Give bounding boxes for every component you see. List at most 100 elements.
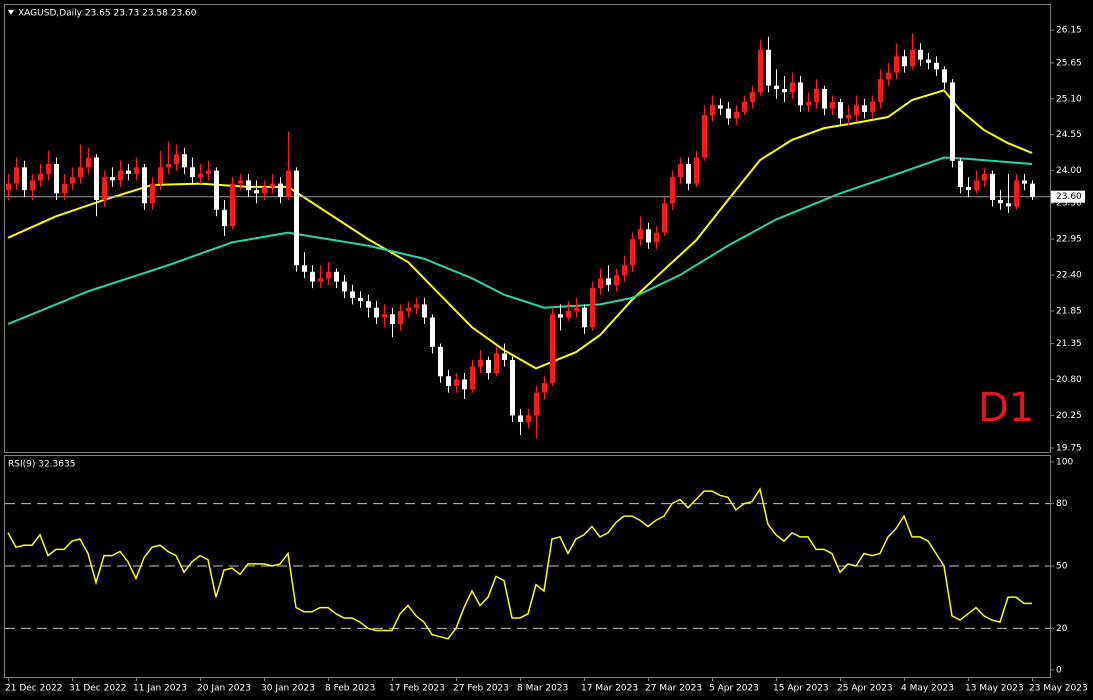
candle-body — [414, 304, 419, 308]
y-tick-label: 26.15 — [1056, 26, 1082, 36]
candle-body — [38, 173, 43, 181]
y-tick-label: 20.25 — [1056, 411, 1082, 421]
candle-body — [686, 164, 691, 184]
candle-body — [158, 167, 163, 184]
candle-body — [630, 239, 635, 266]
candle-body — [78, 167, 83, 178]
candle-body — [254, 190, 259, 194]
candle-body — [446, 376, 451, 387]
x-tick-label: 31 Dec 2022 — [69, 684, 127, 694]
candle-body — [438, 346, 443, 377]
rsi-line — [7, 487, 1032, 640]
candle-body — [46, 164, 51, 174]
candle-body — [22, 167, 27, 191]
candle-body — [150, 183, 155, 204]
x-tick-label: 8 Feb 2023 — [325, 684, 375, 694]
candle-body — [318, 278, 323, 282]
x-tick-label: 30 Jan 2023 — [261, 684, 315, 694]
candle-body — [174, 154, 179, 165]
y-tick-label: 19.75 — [1056, 444, 1082, 454]
candle-body — [230, 183, 235, 227]
candle-body — [526, 415, 531, 422]
candle-body — [246, 180, 251, 191]
candle-body — [70, 177, 75, 184]
candle-body — [846, 115, 851, 119]
candle-body — [694, 157, 699, 184]
candle-body — [718, 105, 723, 109]
candle-body — [974, 180, 979, 191]
candle-body — [598, 278, 603, 289]
chart-legend: XAGUSD,Daily 23.65 23.73 23.58 23.60 — [18, 9, 197, 19]
candle-body — [486, 359, 491, 373]
candle-body — [678, 164, 683, 178]
y-tick-label: 21.35 — [1056, 339, 1082, 349]
x-tick-label: 17 Mar 2023 — [581, 684, 638, 694]
candle-body — [478, 359, 483, 367]
candle-body — [166, 164, 171, 168]
candle-body — [886, 72, 891, 80]
candle-body — [622, 265, 627, 276]
candle-body — [998, 199, 1003, 204]
x-tick-label: 11 Jan 2023 — [133, 684, 187, 694]
candle-body — [502, 353, 507, 360]
candle-body — [550, 314, 555, 383]
candle-body — [262, 186, 267, 194]
candle-body — [814, 88, 819, 103]
candle-body — [878, 79, 883, 103]
x-tick-label: 20 Jan 2023 — [197, 684, 251, 694]
y-tick-label: 25.65 — [1056, 58, 1082, 68]
candle-body — [334, 271, 339, 282]
candle-body — [422, 304, 427, 318]
candle-body — [606, 278, 611, 285]
menu-triangle[interactable] — [8, 10, 14, 15]
candle-body — [614, 275, 619, 285]
candle-body — [902, 56, 907, 67]
candle-body — [238, 180, 243, 184]
candle-body — [958, 160, 963, 187]
candle-body — [742, 102, 747, 112]
x-tick-label: 17 Feb 2023 — [389, 684, 445, 694]
candle-body — [918, 49, 923, 60]
x-tick-label: 25 Apr 2023 — [837, 684, 893, 694]
candle-body — [270, 183, 275, 187]
y-tick-label: 25.10 — [1056, 94, 1082, 104]
candle-body — [934, 62, 939, 70]
candle-body — [374, 307, 379, 318]
candle-body — [894, 56, 899, 73]
candle-body — [646, 229, 651, 243]
rsi-y-tick-label: 100 — [1056, 458, 1073, 468]
candle-body — [462, 379, 467, 390]
candle-body — [198, 173, 203, 178]
candle-body — [830, 102, 835, 109]
candle-body — [102, 177, 107, 200]
candle-body — [766, 49, 771, 86]
y-tick-label: 22.40 — [1056, 271, 1082, 281]
candle-body — [294, 170, 299, 266]
candle-body — [638, 229, 643, 240]
candle-body — [302, 265, 307, 272]
candle-body — [574, 307, 579, 311]
candle-body — [30, 180, 35, 191]
rsi-y-tick-label: 80 — [1056, 499, 1068, 509]
candle-body — [214, 170, 219, 210]
candle-body — [942, 69, 947, 83]
candle-body — [910, 49, 915, 67]
x-tick-label: 5 Apr 2023 — [709, 684, 759, 694]
price-panel-frame — [4, 4, 1051, 453]
candle-body — [790, 82, 795, 93]
x-tick-label: 27 Mar 2023 — [645, 684, 702, 694]
candle-body — [838, 102, 843, 119]
candle-body — [94, 157, 99, 200]
moving-average — [7, 156, 1033, 325]
candle-body — [390, 314, 395, 325]
last-price-box — [1051, 190, 1085, 203]
candle-body — [750, 92, 755, 103]
candle-body — [926, 59, 931, 63]
candle-body — [190, 167, 195, 178]
rsi-y-tick-label: 50 — [1056, 562, 1068, 572]
timeframe-annotation: D1 — [978, 385, 1034, 431]
x-tick-label: 4 May 2023 — [901, 684, 954, 694]
candle-body — [854, 105, 859, 116]
